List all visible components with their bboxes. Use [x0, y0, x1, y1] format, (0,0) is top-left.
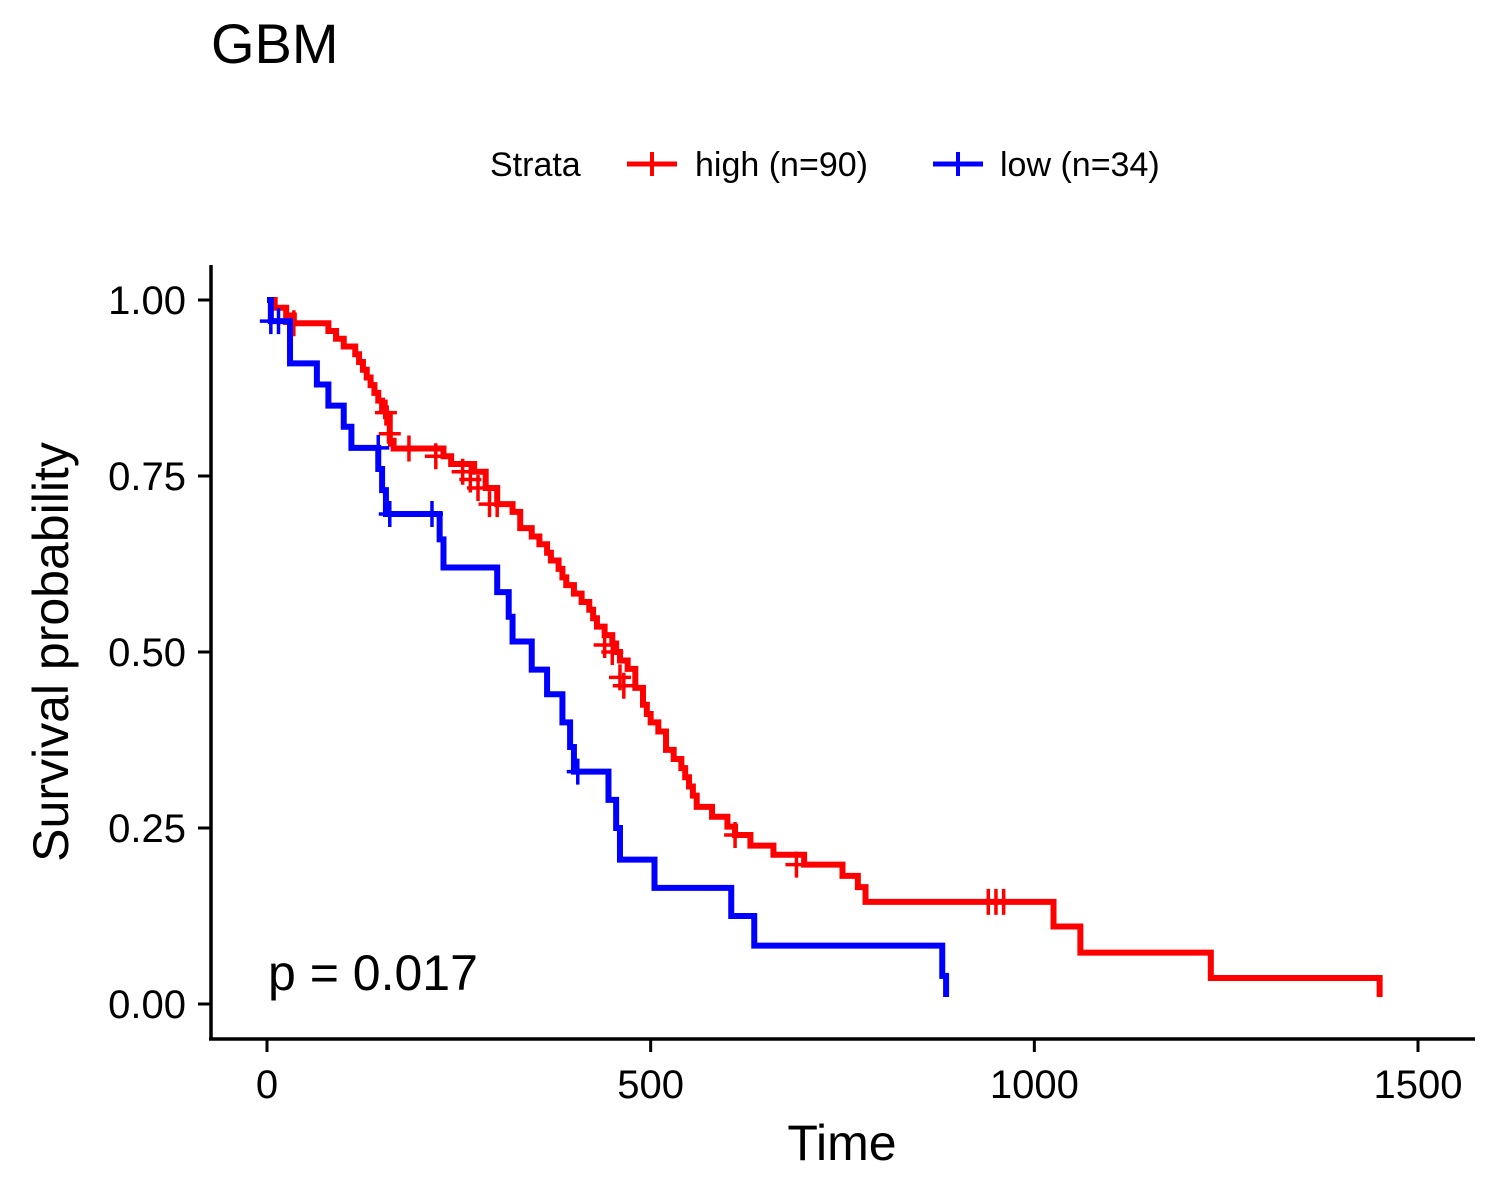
censor-mark [397, 435, 420, 462]
legend-title: Strata [490, 146, 581, 184]
x-ticks: 0 500 1000 1500 [256, 1039, 1463, 1107]
series-1 [259, 297, 950, 997]
censor-mark [612, 672, 635, 699]
legend-key-low [933, 152, 983, 176]
x-axis-label: Time [787, 1115, 896, 1171]
legend-key-high [627, 152, 677, 176]
y-axis-label: Survival probability [23, 442, 79, 862]
series-0 [267, 297, 1383, 997]
legend: Strata high (n=90) low (n=34) [0, 140, 1500, 190]
x-tick-label: 500 [617, 1063, 684, 1107]
survival-curve [267, 297, 950, 997]
censor-mark [601, 639, 624, 665]
y-tick-label: 0.00 [108, 983, 186, 1027]
censor-mark [378, 420, 401, 447]
censor-mark [486, 491, 509, 518]
y-tick-label: 0.25 [108, 807, 186, 851]
x-tick-label: 0 [256, 1063, 278, 1107]
legend-label-high: high (n=90) [695, 146, 868, 184]
x-tick-label: 1000 [990, 1063, 1079, 1107]
censor-mark [374, 399, 397, 426]
survival-curve [267, 297, 1383, 997]
censor-mark [367, 434, 390, 461]
y-tick-label: 1.00 [108, 279, 186, 323]
y-tick-label: 0.75 [108, 455, 186, 499]
chart-title: GBM [211, 12, 339, 75]
y-ticks: 0.00 0.25 0.50 0.75 1.00 [108, 279, 211, 1027]
censor-mark [378, 501, 401, 528]
censor-mark [785, 851, 808, 878]
censor-mark [267, 308, 290, 335]
y-tick-label: 0.50 [108, 631, 186, 675]
censor-mark [420, 501, 443, 528]
x-tick-label: 1500 [1374, 1063, 1463, 1107]
censor-mark [992, 888, 1015, 915]
censor-mark [724, 822, 747, 849]
p-value-annotation: p = 0.017 [268, 945, 478, 1001]
legend-label-low: low (n=34) [1000, 146, 1160, 184]
censor-mark [566, 758, 589, 785]
censor-mark [467, 474, 490, 501]
series-layer [259, 297, 1383, 997]
censor-mark [424, 443, 447, 470]
